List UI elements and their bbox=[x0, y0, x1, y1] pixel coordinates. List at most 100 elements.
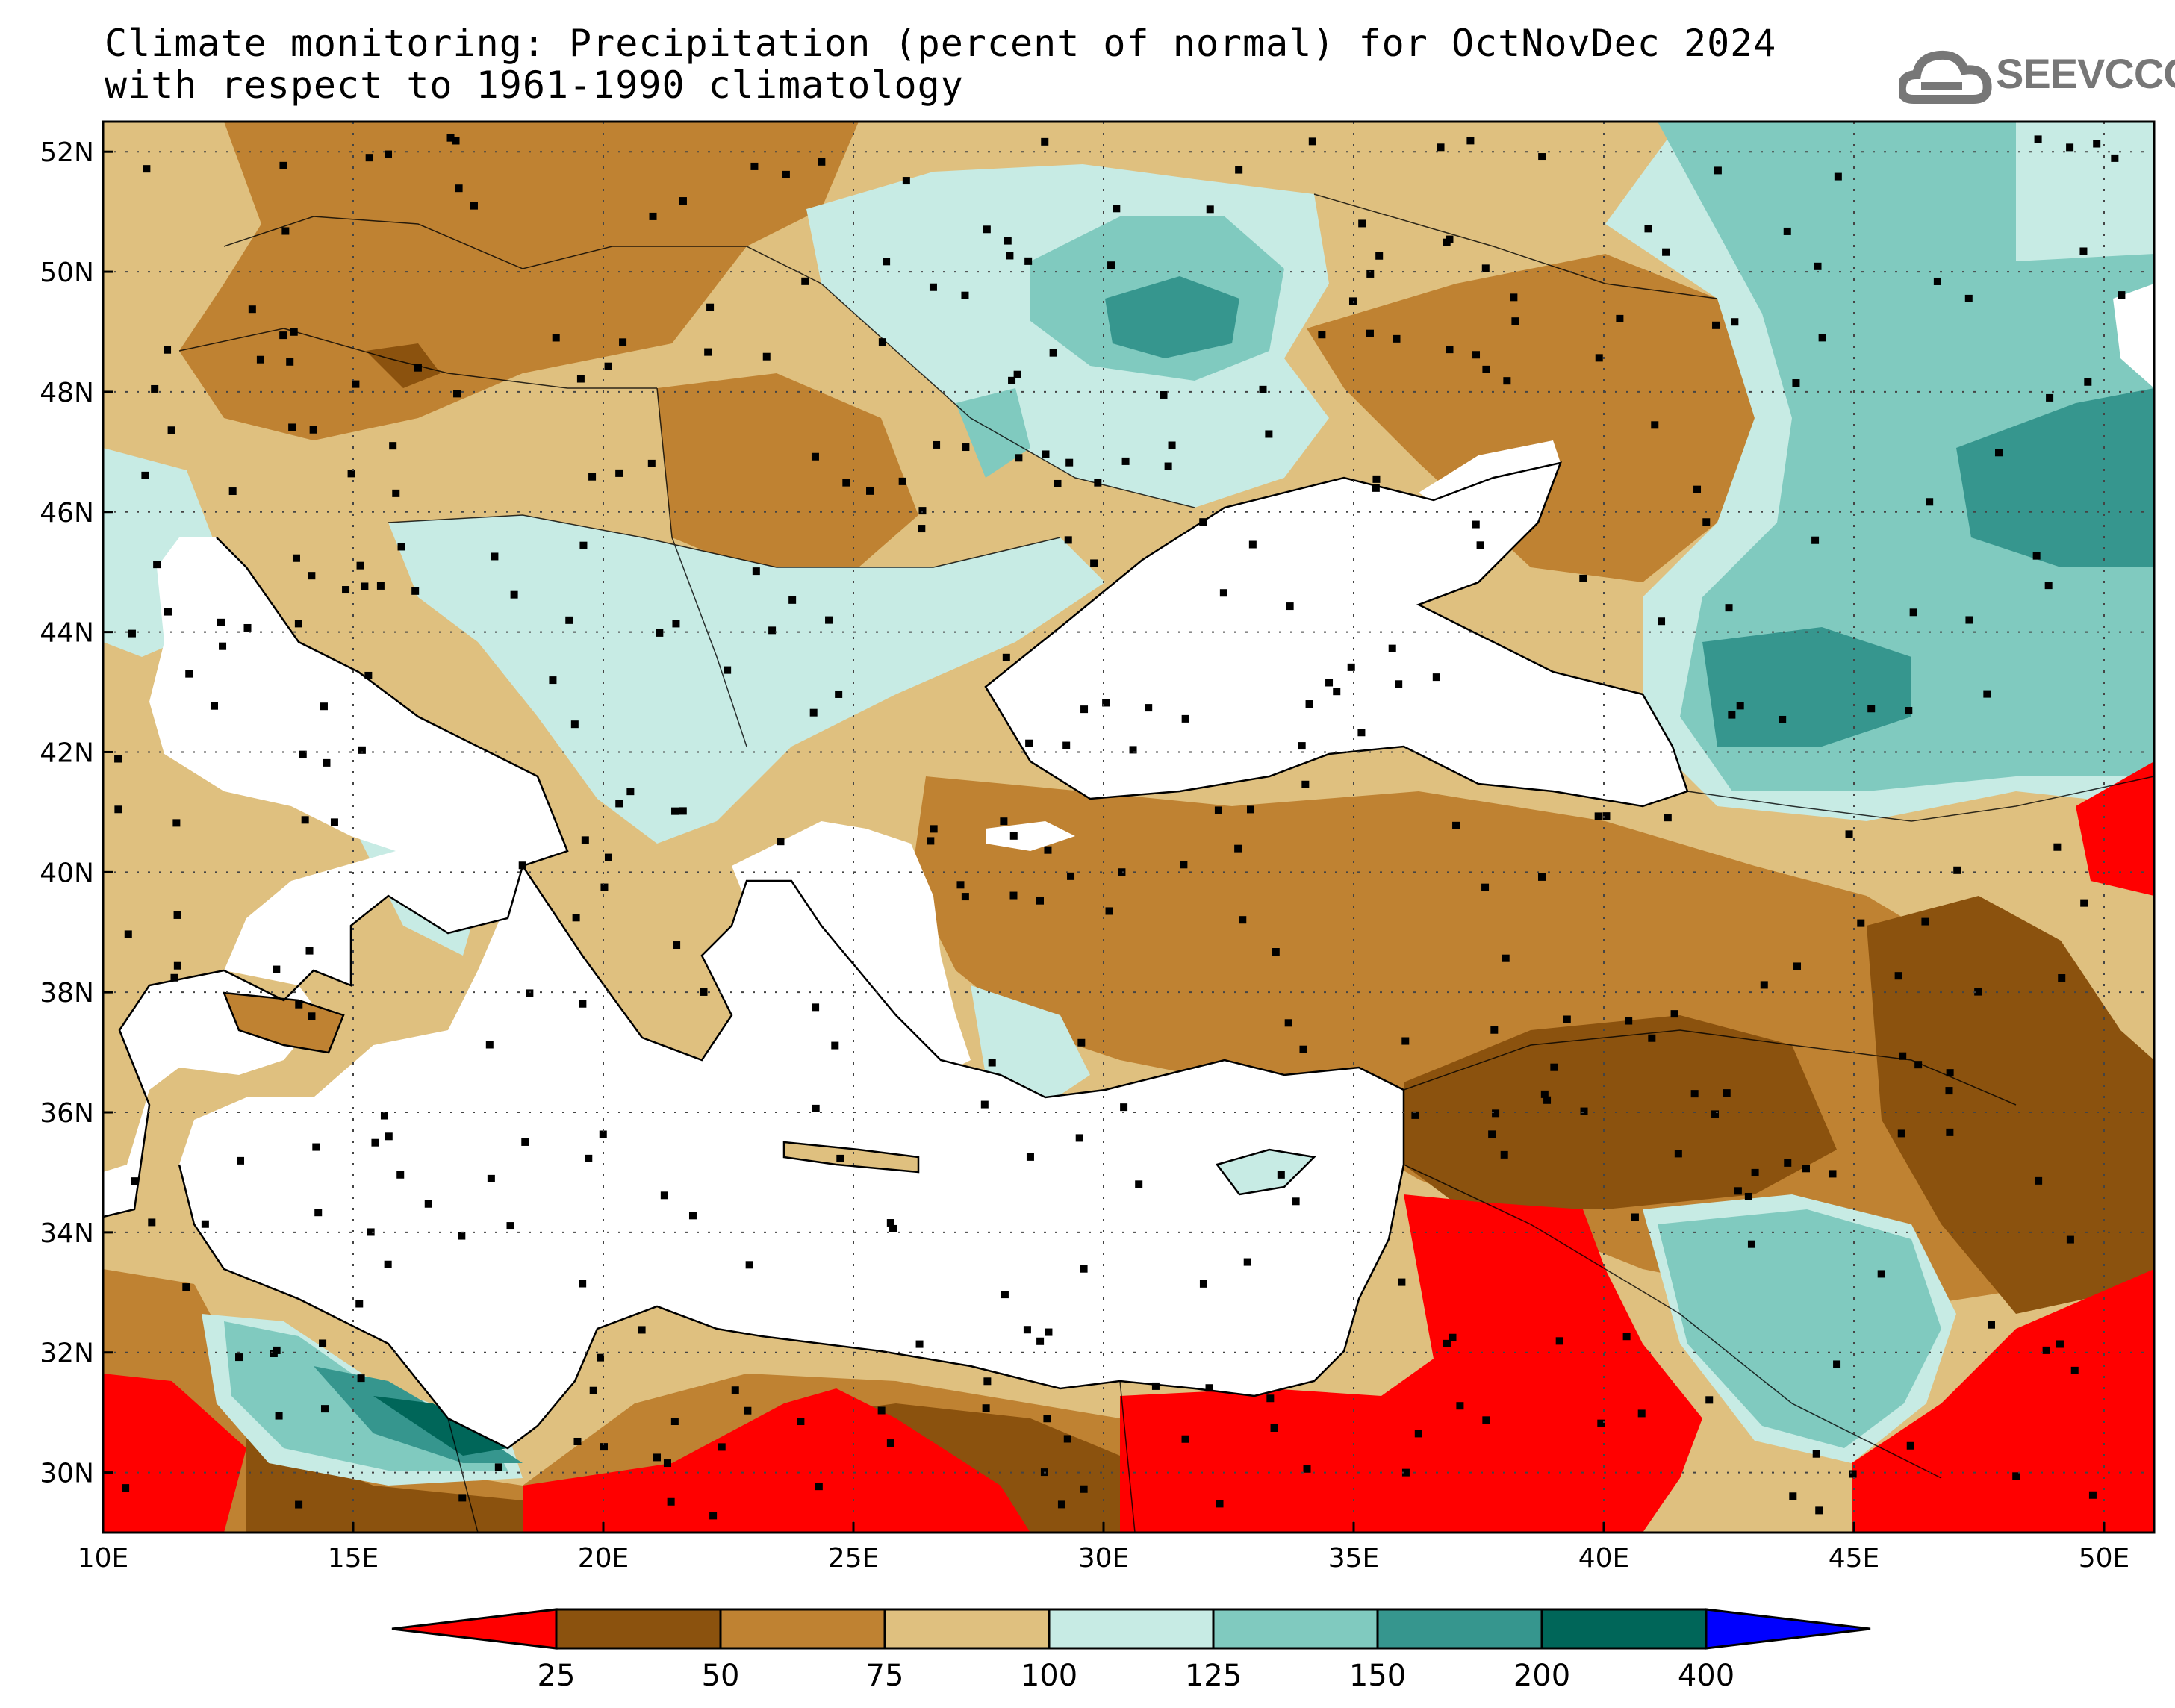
station-marker bbox=[1783, 227, 1791, 235]
station-marker bbox=[446, 134, 455, 142]
station-marker bbox=[319, 1339, 327, 1347]
station-marker bbox=[809, 708, 818, 717]
station-marker bbox=[1616, 314, 1624, 322]
station-marker bbox=[210, 702, 218, 710]
station-marker bbox=[915, 1340, 924, 1348]
station-marker bbox=[1006, 252, 1014, 260]
station-marker bbox=[1784, 1159, 1792, 1167]
x-tick-label: 20E bbox=[578, 1543, 629, 1574]
station-marker bbox=[745, 1261, 753, 1269]
x-tick-label: 50E bbox=[2079, 1543, 2130, 1574]
station-marker bbox=[371, 1138, 379, 1147]
station-marker bbox=[364, 671, 373, 679]
station-marker bbox=[983, 225, 991, 234]
station-marker bbox=[396, 1171, 405, 1179]
station-marker bbox=[1550, 1063, 1558, 1071]
station-marker bbox=[1877, 1270, 1885, 1278]
station-marker bbox=[275, 1412, 283, 1420]
station-marker bbox=[1299, 1045, 1307, 1053]
station-marker bbox=[1041, 137, 1049, 146]
station-marker bbox=[752, 567, 760, 576]
station-marker bbox=[292, 554, 300, 562]
station-marker bbox=[1443, 1339, 1451, 1347]
station-marker bbox=[1845, 830, 1853, 838]
station-marker bbox=[330, 818, 338, 826]
station-marker bbox=[1510, 293, 1518, 302]
station-marker bbox=[1792, 379, 1800, 387]
station-marker bbox=[673, 941, 681, 950]
field-150-200-ukraine bbox=[1105, 276, 1239, 358]
y-tick-label: 52N bbox=[40, 137, 94, 168]
station-marker bbox=[308, 572, 316, 580]
aegean-sea bbox=[732, 821, 971, 1075]
y-tick-label: 42N bbox=[40, 738, 94, 768]
station-marker bbox=[1247, 805, 1255, 814]
station-marker bbox=[1897, 1129, 1905, 1138]
station-marker bbox=[1906, 1441, 1914, 1450]
station-marker bbox=[1625, 1017, 1633, 1025]
station-marker bbox=[1366, 329, 1374, 337]
field-125-150-iraq bbox=[1658, 1209, 1941, 1448]
station-marker bbox=[153, 561, 161, 569]
station-marker bbox=[314, 1209, 323, 1217]
station-marker bbox=[649, 212, 657, 220]
station-marker bbox=[1867, 705, 1876, 713]
station-marker bbox=[1067, 872, 1075, 880]
station-marker bbox=[572, 914, 580, 922]
station-marker bbox=[355, 1300, 364, 1308]
station-marker bbox=[1333, 688, 1341, 696]
station-marker bbox=[2066, 143, 2074, 152]
station-marker bbox=[2046, 393, 2054, 402]
station-marker bbox=[2111, 154, 2119, 162]
colorbar-segment bbox=[1212, 1608, 1379, 1650]
station-marker bbox=[1933, 277, 1941, 285]
station-marker bbox=[898, 477, 906, 485]
station-marker bbox=[782, 170, 790, 178]
station-marker bbox=[458, 1232, 466, 1240]
station-marker bbox=[1042, 450, 1050, 458]
station-marker bbox=[1414, 1430, 1422, 1438]
station-marker bbox=[167, 426, 175, 434]
station-marker bbox=[980, 1100, 989, 1109]
station-marker bbox=[825, 616, 833, 624]
station-marker bbox=[1482, 365, 1490, 373]
station-marker bbox=[1181, 1435, 1189, 1443]
station-marker bbox=[1348, 297, 1357, 305]
station-marker bbox=[1747, 1240, 1755, 1248]
station-marker bbox=[248, 305, 256, 314]
station-marker bbox=[956, 881, 965, 889]
station-marker bbox=[1476, 541, 1484, 549]
field-200-400-libya bbox=[373, 1396, 508, 1456]
station-marker bbox=[1543, 1096, 1552, 1104]
station-marker bbox=[1026, 1153, 1034, 1161]
station-marker bbox=[1239, 916, 1247, 924]
station-marker bbox=[688, 1212, 697, 1220]
station-marker bbox=[1366, 269, 1375, 278]
station-marker bbox=[1789, 1492, 1797, 1500]
station-marker bbox=[1105, 907, 1113, 915]
station-marker bbox=[1964, 294, 1973, 302]
station-marker bbox=[1540, 1090, 1549, 1098]
station-marker bbox=[653, 1453, 662, 1462]
station-marker bbox=[1248, 540, 1257, 549]
title-line-1: Climate monitoring: Precipitation (perce… bbox=[105, 22, 1777, 65]
station-marker bbox=[1648, 1034, 1656, 1042]
station-marker bbox=[279, 331, 287, 340]
station-marker bbox=[762, 352, 771, 361]
colorbar-segment bbox=[719, 1608, 886, 1650]
station-marker bbox=[1036, 1337, 1045, 1345]
station-marker bbox=[552, 334, 560, 342]
station-marker bbox=[1481, 264, 1490, 272]
x-tick-label: 30E bbox=[1078, 1543, 1130, 1574]
y-tick-label: 38N bbox=[40, 978, 94, 1009]
station-marker bbox=[1834, 172, 1842, 181]
y-tick-label: 32N bbox=[40, 1338, 94, 1369]
station-marker bbox=[356, 561, 364, 570]
station-marker bbox=[1009, 891, 1018, 900]
station-marker bbox=[1024, 257, 1033, 265]
station-marker bbox=[347, 470, 355, 478]
station-marker bbox=[1734, 1187, 1742, 1195]
map-title: Climate monitoring: Precipitation (perce… bbox=[105, 22, 1776, 106]
station-marker bbox=[1049, 349, 1057, 357]
colorbar-segment bbox=[1540, 1608, 1708, 1650]
